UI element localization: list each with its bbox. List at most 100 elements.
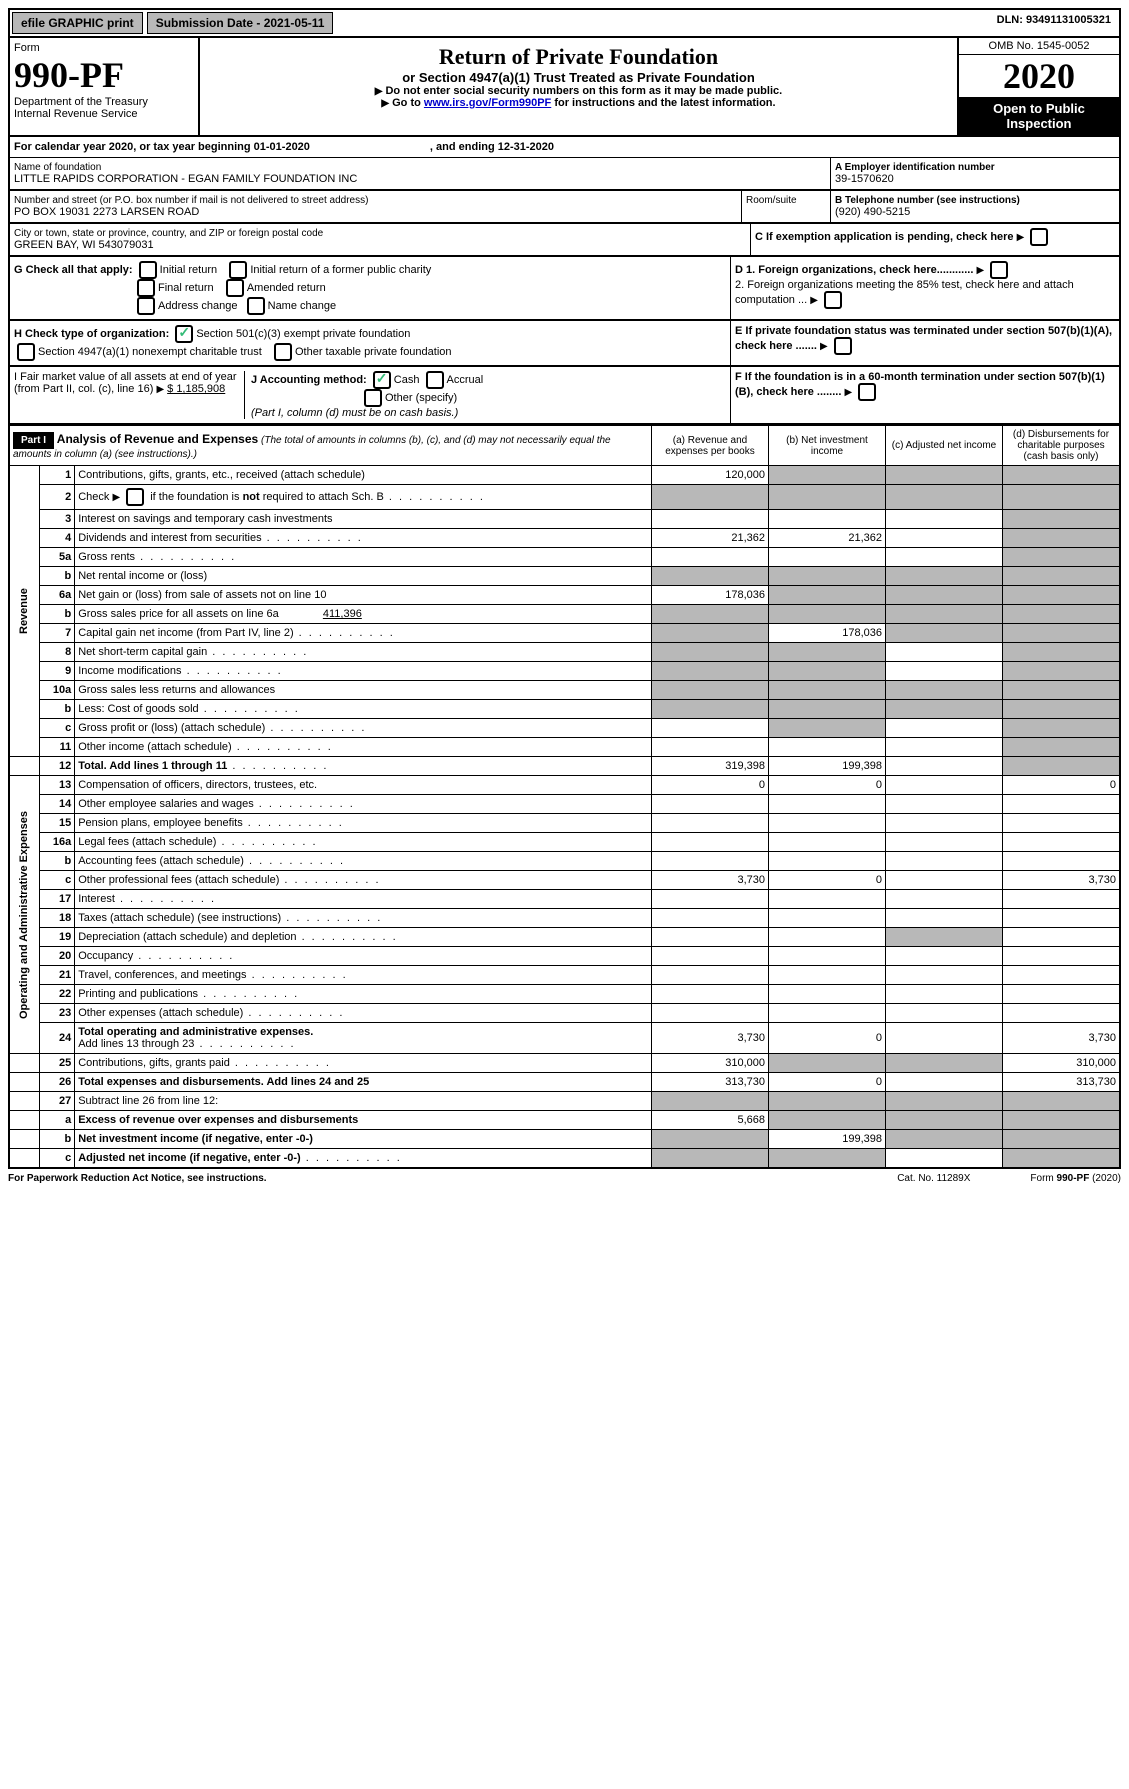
j-cash-checkbox[interactable] (373, 371, 391, 389)
irs: Internal Revenue Service (14, 108, 194, 120)
l14-d: Other employee salaries and wages (75, 795, 652, 814)
d2-checkbox[interactable] (824, 291, 842, 309)
l9-n: 9 (40, 662, 75, 681)
l20-n: 20 (40, 947, 75, 966)
g-final: Final return (158, 282, 214, 294)
l16b-n: b (40, 852, 75, 871)
l27-d: Subtract line 26 from line 12: (75, 1092, 652, 1111)
g-section: G Check all that apply: Initial return I… (14, 261, 726, 315)
j-note: (Part I, column (d) must be on cash basi… (251, 407, 458, 419)
l26-n: 26 (40, 1073, 75, 1092)
cal-begin: For calendar year 2020, or tax year begi… (14, 141, 310, 153)
j-cash: Cash (394, 374, 420, 386)
l8-d: Net short-term capital gain (75, 643, 652, 662)
addr-value: PO BOX 19031 2273 LARSEN ROAD (14, 206, 737, 218)
f-text: F If the foundation is in a 60-month ter… (735, 371, 1105, 398)
l6b-v: 411,396 (282, 608, 362, 620)
f-checkbox[interactable] (858, 383, 876, 401)
l27c-d: Adjusted net income (if negative, enter … (75, 1149, 652, 1169)
l4-n: 4 (40, 529, 75, 548)
d1-checkbox[interactable] (990, 261, 1008, 279)
l1-n: 1 (40, 466, 75, 485)
l6a-d: Net gain or (loss) from sale of assets n… (75, 586, 652, 605)
g-initial-checkbox[interactable] (139, 261, 157, 279)
j-accr-checkbox[interactable] (426, 371, 444, 389)
form-subtitle: or Section 4947(a)(1) Trust Treated as P… (206, 70, 951, 85)
l10a-d: Gross sales less returns and allowances (75, 681, 652, 700)
l27a-a: 5,668 (652, 1111, 769, 1130)
instr2b: for instructions and the latest informat… (551, 97, 775, 109)
dept: Department of the Treasury (14, 96, 194, 108)
l24-d: Total operating and administrative expen… (75, 1023, 652, 1054)
foundation-name: LITTLE RAPIDS CORPORATION - EGAN FAMILY … (14, 173, 826, 185)
form-link[interactable]: www.irs.gov/Form990PF (424, 97, 551, 109)
d1-text: D 1. Foreign organizations, check here..… (735, 264, 973, 276)
l2-checkbox[interactable] (126, 488, 144, 506)
open-inspection: Open to Public Inspection (959, 97, 1119, 135)
j-other-checkbox[interactable] (364, 389, 382, 407)
l10b-n: b (40, 700, 75, 719)
efile-button[interactable]: efile GRAPHIC print (12, 12, 143, 34)
addr-label: Number and street (or P.O. box number if… (14, 195, 737, 206)
part1-table: Part I Analysis of Revenue and Expenses … (8, 425, 1121, 1169)
l6a-a: 178,036 (652, 586, 769, 605)
l16a-d: Legal fees (attach schedule) (75, 833, 652, 852)
l13-b: 0 (769, 776, 886, 795)
l22-n: 22 (40, 985, 75, 1004)
city-label: City or town, state or province, country… (14, 228, 746, 239)
l4-b: 21,362 (769, 529, 886, 548)
c-pending: C If exemption application is pending, c… (755, 231, 1014, 243)
g-name-checkbox[interactable] (247, 297, 265, 315)
l10c-d: Gross profit or (loss) (attach schedule) (75, 719, 652, 738)
g-ifc-checkbox[interactable] (229, 261, 247, 279)
l1-d: Contributions, gifts, grants, etc., rece… (75, 466, 652, 485)
h-501-checkbox[interactable] (175, 325, 193, 343)
l15-n: 15 (40, 814, 75, 833)
l4-a: 21,362 (652, 529, 769, 548)
l5b-d: Net rental income or (loss) (75, 567, 652, 586)
l24-a: 3,730 (652, 1023, 769, 1054)
l16b-d: Accounting fees (attach schedule) (75, 852, 652, 871)
h-other-checkbox[interactable] (274, 343, 292, 361)
l4-d: Dividends and interest from securities (75, 529, 652, 548)
d2: 2. Foreign organizations meeting the 85%… (735, 279, 1115, 309)
tel-value: (920) 490-5215 (835, 206, 1115, 218)
l17-d: Interest (75, 890, 652, 909)
expenses-label: Operating and Administrative Expenses (9, 776, 40, 1054)
form-number: 990-PF (14, 54, 194, 96)
part1-heading: Analysis of Revenue and Expenses (57, 432, 258, 446)
l11-d: Other income (attach schedule) (75, 738, 652, 757)
l21-d: Travel, conferences, and meetings (75, 966, 652, 985)
l19-d: Depreciation (attach schedule) and deple… (75, 928, 652, 947)
l8-n: 8 (40, 643, 75, 662)
l17-n: 17 (40, 890, 75, 909)
dln: DLN: 93491131005321 (989, 10, 1119, 36)
name-label: Name of foundation (14, 162, 826, 173)
c-checkbox[interactable] (1030, 228, 1048, 246)
foot-catno: Cat. No. 11289X (897, 1173, 970, 1184)
h-4947-checkbox[interactable] (17, 343, 35, 361)
g-amend-checkbox[interactable] (226, 279, 244, 297)
form-title: Return of Private Foundation (206, 44, 951, 70)
l5a-d: Gross rents (75, 548, 652, 567)
l27a-n: a (40, 1111, 75, 1130)
footer: For Paperwork Reduction Act Notice, see … (8, 1169, 1121, 1188)
col-a: (a) Revenue and expenses per books (652, 426, 769, 466)
l5b-n: b (40, 567, 75, 586)
l20-d: Occupancy (75, 947, 652, 966)
g-addr-checkbox[interactable] (137, 297, 155, 315)
l5a-n: 5a (40, 548, 75, 567)
g-final-checkbox[interactable] (137, 279, 155, 297)
e-checkbox[interactable] (834, 337, 852, 355)
calendar-year: For calendar year 2020, or tax year begi… (10, 137, 1119, 158)
l16c-a: 3,730 (652, 871, 769, 890)
l12-d: Total. Add lines 1 through 11 (75, 757, 652, 776)
j-other: Other (specify) (385, 392, 457, 404)
l18-d: Taxes (attach schedule) (see instruction… (75, 909, 652, 928)
d1: D 1. Foreign organizations, check here..… (735, 261, 1115, 279)
cal-end: , and ending 12-31-2020 (430, 141, 554, 153)
h-other: Other taxable private foundation (295, 346, 452, 358)
l10a-n: 10a (40, 681, 75, 700)
l12-n: 12 (40, 757, 75, 776)
instr1: Do not enter social security numbers on … (206, 85, 951, 97)
